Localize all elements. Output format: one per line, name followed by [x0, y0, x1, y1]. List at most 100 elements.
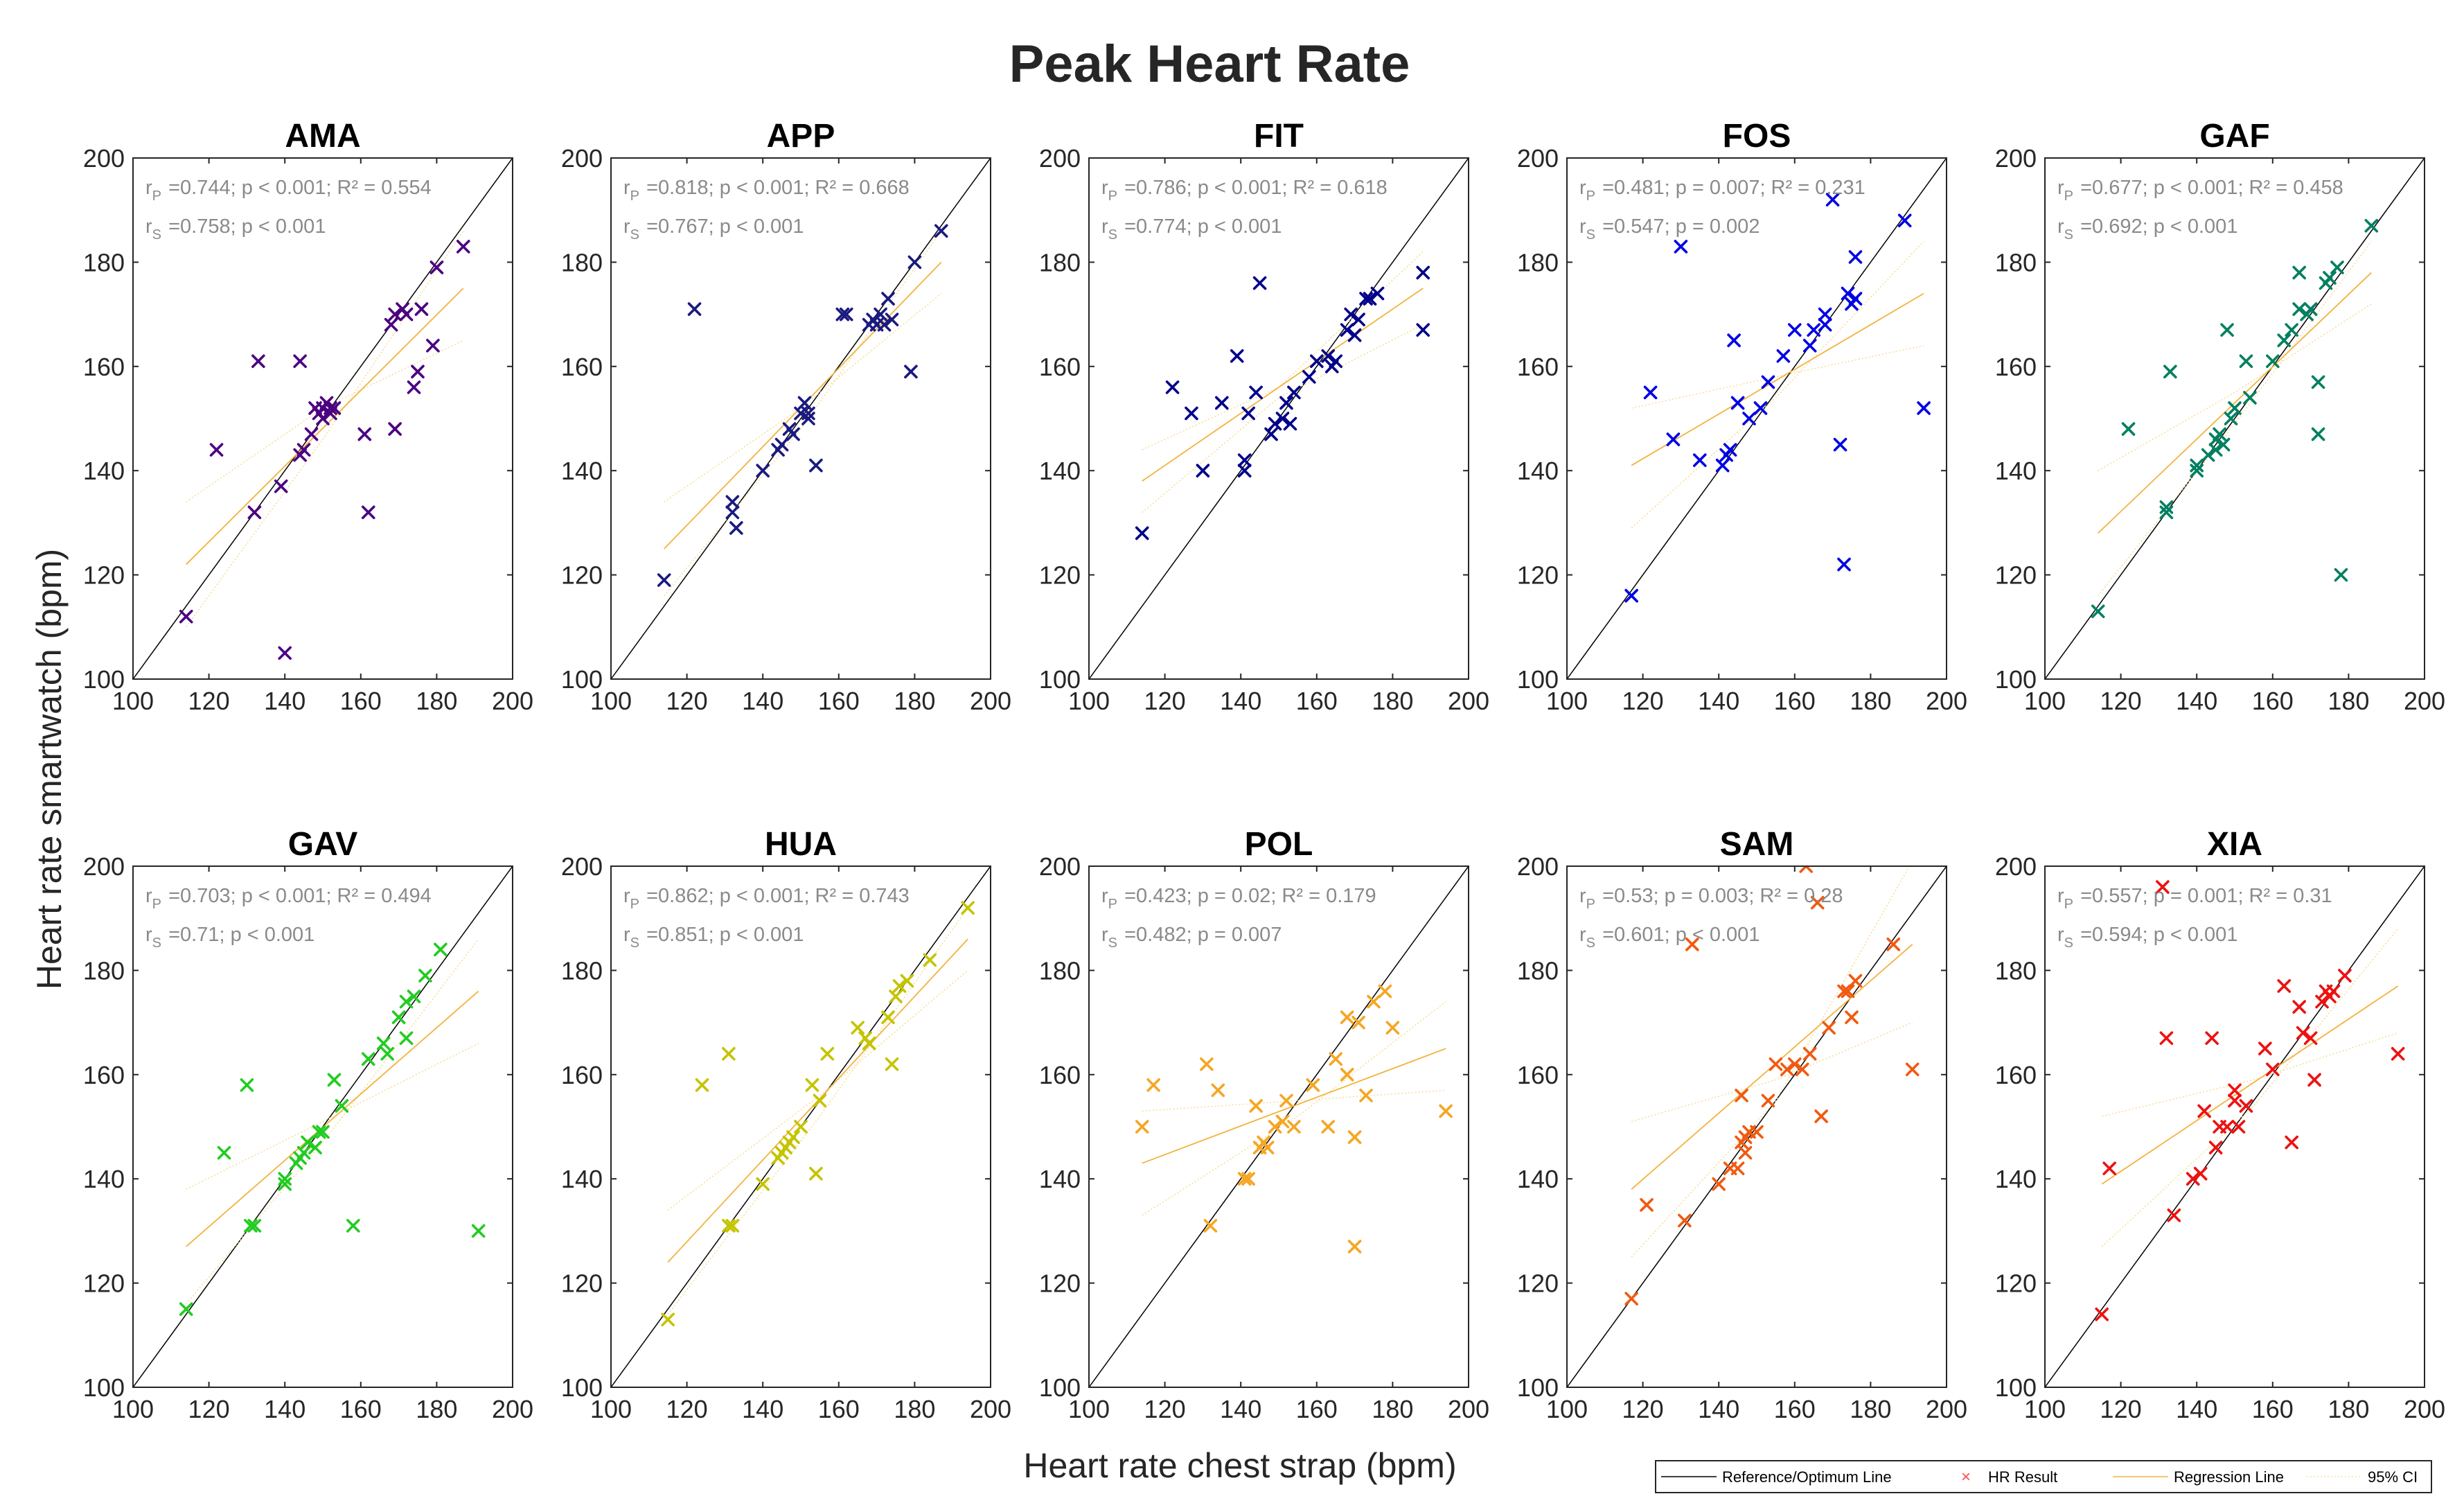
panel-gav-axes-frame: [132, 865, 513, 1388]
panel-xia-point-5: [2186, 1172, 2200, 1186]
panel-xia-point-18: [2277, 979, 2292, 993]
panel-gav-point-10: [301, 1135, 314, 1150]
panel-xia-ytick-label-0: 100: [1995, 1373, 2037, 1402]
panel-fos-point-10: [1742, 412, 1756, 425]
panel-xia-point-13: [2228, 1093, 2242, 1108]
panel-gav-plot-content: [133, 866, 513, 1387]
panel-fos-stat-spearman-sub: S: [1586, 227, 1595, 243]
panel-xia-ci-upper: [2102, 1032, 2398, 1117]
panel-app-ytick-label-1: 120: [561, 561, 603, 590]
panel-gav-point-22: [399, 994, 414, 1009]
panel-gaf-point-27: [2323, 271, 2337, 285]
panel-ama-plot-content: [133, 158, 513, 679]
panel-fos-point-11: [1753, 401, 1768, 415]
panel-sam-ytick-label-3: 160: [1517, 1061, 1559, 1089]
panel-fit-point-22: [1340, 323, 1354, 337]
panel-sam-stat-pearson-sub: P: [1586, 897, 1595, 912]
panel-xia-plot-content: [2045, 866, 2425, 1387]
panel-fos-point-13: [1776, 349, 1791, 363]
panel-gav-point-21: [399, 1031, 414, 1045]
panel-fit-title: FIT: [1254, 118, 1304, 155]
panel-fos-xtick-label-4: 180: [1850, 687, 1891, 715]
panel-gaf-ytick-label-5: 200: [1995, 144, 2037, 173]
panel-sam-ci-lower: [1631, 866, 1911, 1258]
panel-sam-ytick-label-2: 140: [1517, 1165, 1559, 1193]
panel-sam-point-18: [1799, 866, 1814, 873]
panel-app-point-14: [809, 458, 823, 473]
panel-pol-point-1: [1146, 1078, 1160, 1092]
panel-pol-point-26: [1385, 1021, 1400, 1035]
panel-app-point-0: [657, 573, 671, 587]
panel-gav-ytick-label-3: 160: [83, 1061, 125, 1089]
panel-fit-point-19: [1321, 349, 1336, 363]
y-axis-label: Heart rate smartwatch (bpm): [30, 549, 69, 990]
panel-fit-point-9: [1249, 385, 1263, 400]
panel-pol-point-16: [1321, 1120, 1336, 1134]
panel-gav-ytick-label-1: 120: [83, 1269, 125, 1298]
panel-xia-point-12: [2228, 1083, 2242, 1098]
panel-fit-axes-frame: [1088, 157, 1469, 680]
panel-pol-point-12: [1275, 1114, 1290, 1129]
panel-gaf-point-19: [2285, 323, 2298, 337]
panel-gav-point-24: [418, 969, 432, 983]
panel-fos-xtick-label-5: 200: [1926, 687, 1967, 715]
panel-pol-point-6: [1241, 1172, 1255, 1186]
panel-ama-point-4: [274, 479, 288, 493]
panel-fos-point-9: [1730, 396, 1745, 410]
panel-hua-point-15: [820, 1046, 835, 1061]
panel-gaf-reference-line: [2045, 158, 2425, 679]
panel-app-plot-content: [611, 158, 991, 679]
panel-gaf-point-30: [2364, 218, 2379, 233]
panel-app-point-11: [797, 396, 812, 410]
x-axis-label: Heart rate chest strap (bpm): [1023, 1446, 1456, 1485]
panel-gav-point-23: [407, 990, 421, 1003]
panel-pol-point-21: [1347, 1240, 1362, 1254]
panel-pol-ytick-label-4: 180: [1039, 956, 1081, 985]
panel-xia-point-24: [2315, 994, 2329, 1009]
panel-sam-point-19: [1802, 1046, 1817, 1061]
panel-ama-point-24: [399, 307, 414, 322]
panel-gaf-point-8: [2208, 443, 2223, 457]
panel-xia-point-27: [2326, 984, 2341, 999]
panel-gav-point-15: [335, 1099, 349, 1113]
panel-sam-point-7: [1735, 1089, 1748, 1102]
panel-gav-stat-spearman-value: =0.71; p < 0.001: [163, 924, 314, 946]
panel-hua-point-18: [862, 1036, 876, 1051]
panel-xia-point-29: [2391, 1046, 2405, 1061]
panel-gav-stat-pearson-value: =0.703; p < 0.001; R² = 0.494: [163, 885, 432, 907]
panel-fit: 100 120 140 160 180 200100120140160180200FITr…: [1039, 118, 1489, 715]
legend-result-marker: ×: [1961, 1468, 1971, 1486]
panel-sam-point-27: [1886, 938, 1901, 951]
panel-fit-stat-spearman-value: =0.774; p < 0.001: [1119, 216, 1282, 238]
panel-fos-point-8: [1727, 333, 1741, 347]
panel-xia-axes-frame: [2044, 865, 2425, 1388]
panel-fit-point-1: [1165, 380, 1180, 394]
panel-xia-point-19: [2285, 1135, 2298, 1150]
panel-fit-ytick-label-4: 180: [1039, 248, 1081, 276]
panel-hua-point-12: [805, 1078, 819, 1092]
panel-app-xtick-label-5: 200: [970, 687, 1011, 715]
panel-pol-point-25: [1378, 984, 1392, 999]
panel-fos-point-0: [1624, 588, 1638, 603]
panel-fit-ytick-label-1: 120: [1039, 561, 1081, 590]
panel-fos-xtick-label-1: 120: [1622, 687, 1664, 715]
panel-hua-xtick-label-0: 100: [590, 1395, 632, 1423]
panel-fit-point-5: [1230, 349, 1244, 363]
panel-ama-xtick-label-0: 100: [112, 687, 154, 715]
panel-app-stat-spearman-sub: S: [630, 227, 639, 243]
panel-ama-point-19: [361, 505, 375, 520]
panel-pol-axes-frame: [1088, 865, 1469, 1388]
panel-gaf-title: GAF: [2199, 118, 2269, 155]
panel-ama-point-27: [414, 302, 429, 316]
panel-xia-reference-line: [2045, 866, 2425, 1387]
panel-fos-point-1: [1643, 385, 1658, 400]
panel-ama-point-1: [209, 443, 224, 457]
panel-gaf-point-14: [2228, 401, 2242, 415]
panel-ama-regression-line: [186, 288, 464, 565]
panel-xia-point-17: [2266, 1062, 2280, 1077]
panel-gaf-xtick-label-0: 100: [2024, 687, 2066, 715]
panel-sam-ytick-label-5: 200: [1517, 852, 1559, 881]
panel-gaf-point-13: [2224, 412, 2238, 425]
panel-sam-stat-spearman-sub: S: [1586, 935, 1595, 951]
panel-gav-xtick-label-2: 140: [264, 1395, 305, 1423]
